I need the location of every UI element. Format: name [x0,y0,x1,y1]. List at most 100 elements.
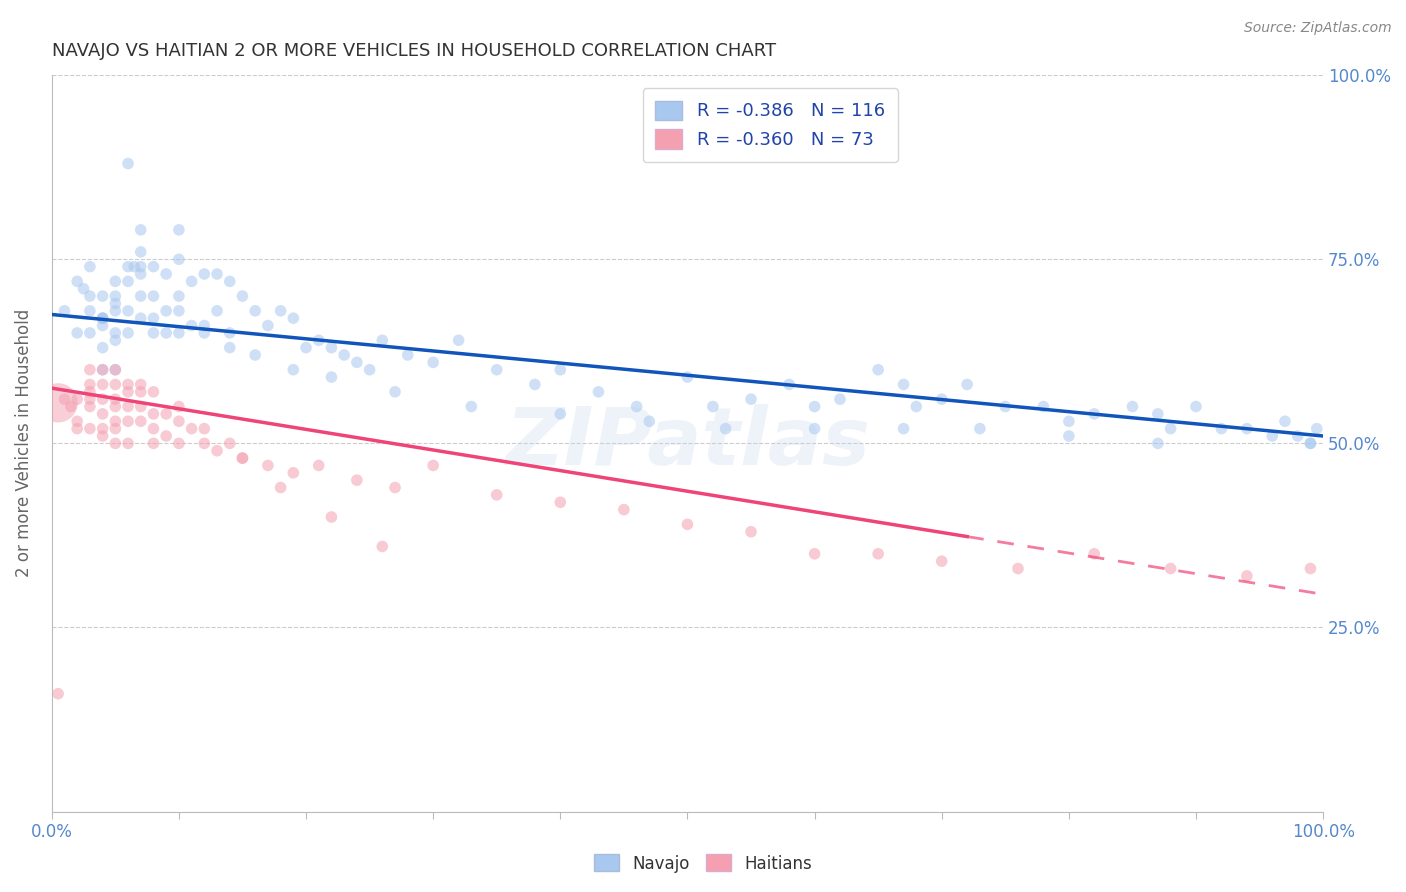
Point [1299,436,1322,450]
Point [346,355,368,369]
Point [155,326,177,340]
Point [257,458,280,473]
Point [803,547,825,561]
Point [905,400,928,414]
Point [676,370,699,384]
Point [321,510,343,524]
Point [167,303,190,318]
Point [243,348,266,362]
Point [66,414,89,428]
Point [66,422,89,436]
Point [79,260,101,274]
Point [104,362,127,376]
Point [1211,422,1233,436]
Point [1261,429,1284,443]
Point [180,318,202,333]
Point [1057,429,1080,443]
Point [270,303,292,318]
Point [117,414,139,428]
Point [333,348,356,362]
Point [104,414,127,428]
Point [104,303,127,318]
Point [218,274,240,288]
Point [205,267,228,281]
Point [91,311,114,326]
Point [396,348,419,362]
Point [359,362,381,376]
Text: NAVAJO VS HAITIAN 2 OR MORE VEHICLES IN HOUSEHOLD CORRELATION CHART: NAVAJO VS HAITIAN 2 OR MORE VEHICLES IN … [52,42,776,60]
Point [384,384,406,399]
Point [72,282,94,296]
Point [117,400,139,414]
Point [1299,561,1322,575]
Point [79,392,101,407]
Point [931,392,953,407]
Point [129,289,152,303]
Point [91,392,114,407]
Point [129,384,152,399]
Point [1236,569,1258,583]
Point [142,326,165,340]
Point [129,260,152,274]
Point [231,451,253,466]
Point [740,524,762,539]
Point [155,429,177,443]
Point [167,414,190,428]
Point [79,384,101,399]
Point [104,422,127,436]
Point [485,362,508,376]
Point [1083,407,1105,421]
Point [321,341,343,355]
Point [447,333,470,347]
Point [91,311,114,326]
Point [104,296,127,310]
Point [231,451,253,466]
Point [167,326,190,340]
Point [53,392,76,407]
Point [104,333,127,347]
Point [79,377,101,392]
Point [1147,407,1170,421]
Point [588,384,610,399]
Point [193,267,215,281]
Point [155,407,177,421]
Point [180,274,202,288]
Point [104,400,127,414]
Point [66,326,89,340]
Point [193,436,215,450]
Text: Source: ZipAtlas.com: Source: ZipAtlas.com [1244,21,1392,35]
Point [104,326,127,340]
Point [1147,436,1170,450]
Point [956,377,979,392]
Point [91,318,114,333]
Point [676,517,699,532]
Point [129,223,152,237]
Point [79,422,101,436]
Point [638,414,661,428]
Point [523,377,546,392]
Point [91,407,114,421]
Point [460,400,482,414]
Point [550,495,572,509]
Point [613,502,636,516]
Point [104,362,127,376]
Point [626,400,648,414]
Point [1306,422,1329,436]
Point [1083,547,1105,561]
Point [117,303,139,318]
Point [124,260,146,274]
Point [1160,561,1182,575]
Text: ZIPatlas: ZIPatlas [505,404,870,483]
Point [371,540,394,554]
Point [1160,422,1182,436]
Point [740,392,762,407]
Point [91,362,114,376]
Point [155,303,177,318]
Point [53,303,76,318]
Point [117,377,139,392]
Point [243,303,266,318]
Point [129,414,152,428]
Point [868,547,890,561]
Point [46,687,69,701]
Point [66,274,89,288]
